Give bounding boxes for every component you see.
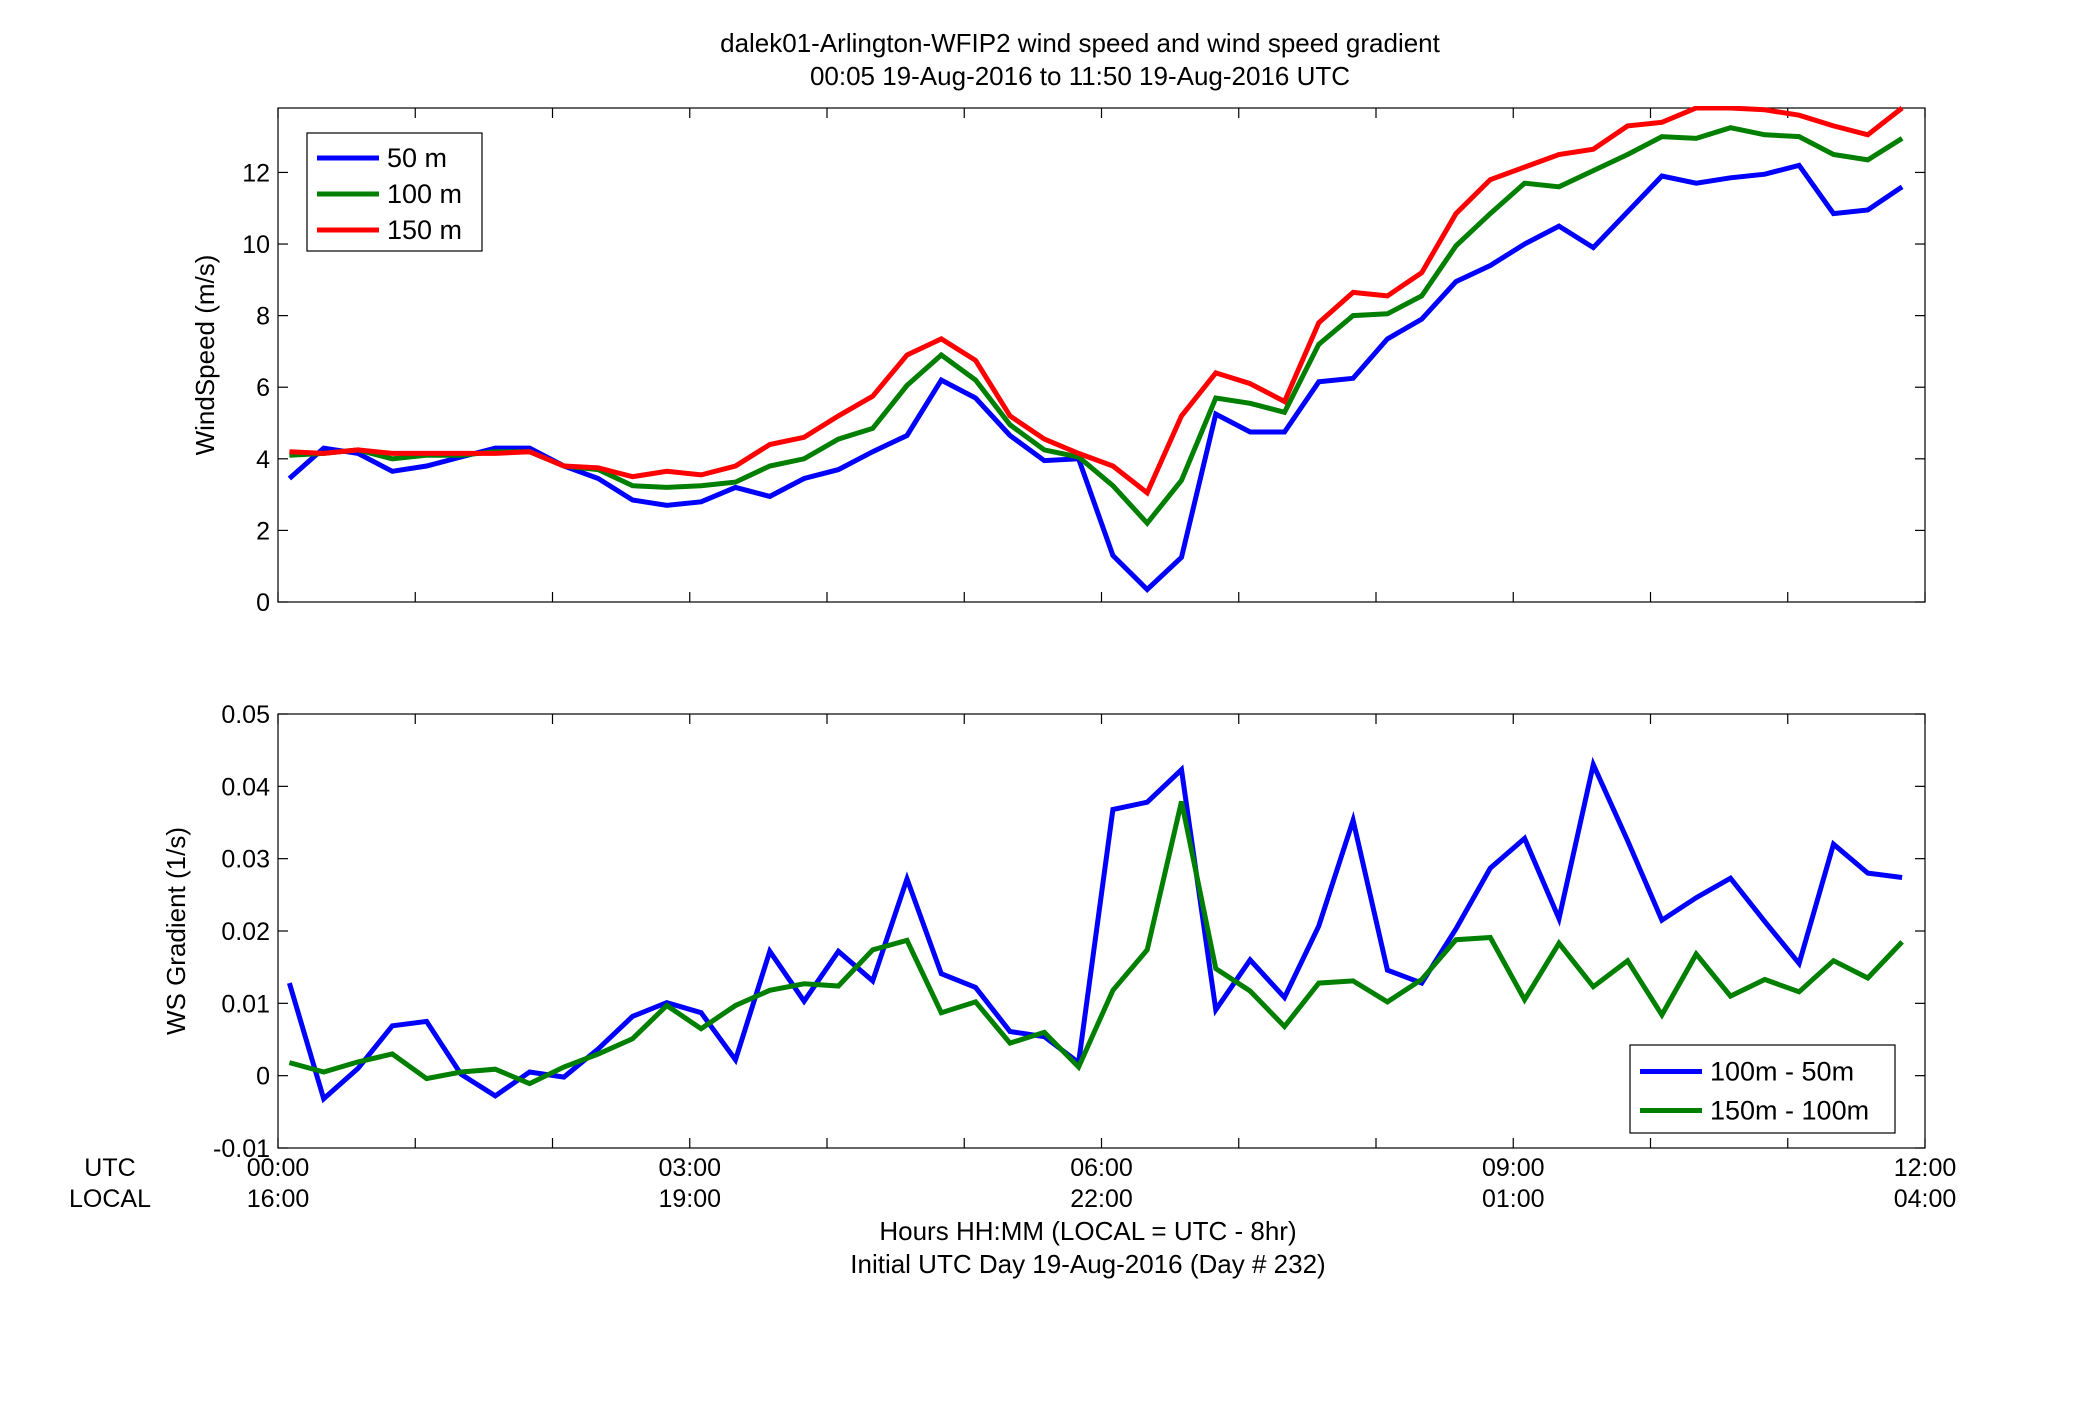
x-tick-label-local: 16:00 xyxy=(247,1185,310,1213)
chart-title-line1: dalek01-Arlington-WFIP2 wind speed and w… xyxy=(720,28,1441,58)
y-tick-label: 0.05 xyxy=(221,701,270,729)
legend-box xyxy=(1629,1044,1896,1134)
y-tick-label: 0 xyxy=(256,1063,270,1091)
y-tick-label: 0.04 xyxy=(221,773,270,801)
legend-label: 100m - 50m xyxy=(1710,1057,1854,1087)
x-tick-label-utc: 03:00 xyxy=(658,1154,721,1182)
y-tick-label: 2 xyxy=(256,517,270,545)
y-tick-label: 10 xyxy=(242,231,270,259)
gradient-panel: -0.01 0 0.01 0.02 0.03 0.04 0.05 WS Gradient (1… xyxy=(161,701,1926,1163)
y-axis-label: WindSpeed (m/s) xyxy=(190,255,220,456)
x-tick-label-local: 04:00 xyxy=(1894,1185,1957,1213)
series-line-150m xyxy=(289,106,1904,497)
series-line-150m-100m xyxy=(288,800,1904,1087)
legend: 100m - 50m 150m - 100m xyxy=(1629,1044,1896,1134)
y-tick-label: 6 xyxy=(256,374,270,402)
x-tick-label-utc: 00:00 xyxy=(247,1154,310,1182)
x-tick-label-utc: 06:00 xyxy=(1070,1154,1133,1182)
series-line-50m xyxy=(287,162,1904,593)
x-tick-labels: 00:00 16:00 03:00 19:00 06:00 22:00 09:00 01:00… xyxy=(247,1154,1957,1213)
y-tick-label: -0.01 xyxy=(213,1135,270,1163)
y-tick-label: 0.03 xyxy=(221,846,270,874)
y-tick-label: 0 xyxy=(256,589,270,617)
y-tick-label: 8 xyxy=(256,303,270,331)
chart-title-line2: 00:05 19-Aug-2016 to 11:50 19-Aug-2016 U… xyxy=(810,61,1350,91)
x-tick-label-local: 19:00 xyxy=(658,1185,721,1213)
local-row-label: LOCAL xyxy=(69,1185,151,1213)
y-tick-label: 12 xyxy=(242,159,270,187)
legend-label: 100 m xyxy=(387,179,462,209)
windspeed-panel: 0 2 4 6 8 10 12 WindSpeed (m/s) 50 m 100 m 150 m xyxy=(190,106,1926,617)
legend-label: 150m - 100m xyxy=(1710,1096,1869,1126)
legend-label: 150 m xyxy=(387,215,462,245)
x-tick-label-utc: 09:00 xyxy=(1482,1154,1545,1182)
legend-label: 50 m xyxy=(387,143,447,173)
x-axis-label-line1: Hours HH:MM (LOCAL = UTC - 8hr) xyxy=(879,1216,1296,1246)
y-tick-label: 0.01 xyxy=(221,990,270,1018)
series-line-100m xyxy=(289,125,1904,528)
y-axis-label: WS Gradient (1/s) xyxy=(161,827,191,1035)
utc-row-label: UTC xyxy=(84,1154,135,1182)
x-tick-label-local: 22:00 xyxy=(1070,1185,1133,1213)
x-axis-label-line2: Initial UTC Day 19-Aug-2016 (Day # 232) xyxy=(850,1249,1325,1279)
x-tick-label-utc: 12:00 xyxy=(1894,1154,1957,1182)
legend: 50 m 100 m 150 m xyxy=(306,132,483,252)
series-line-100m-50m xyxy=(287,756,1903,1104)
y-tick-label: 4 xyxy=(256,446,270,474)
y-tick-label: 0.02 xyxy=(221,918,270,946)
x-tick-label-local: 01:00 xyxy=(1482,1185,1545,1213)
